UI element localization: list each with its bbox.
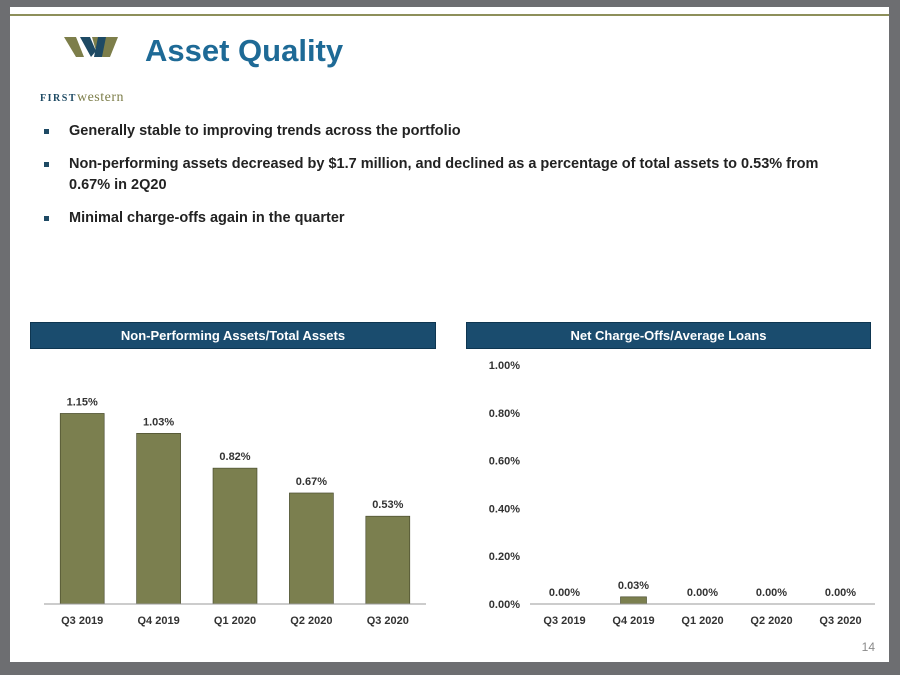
y-tick-label: 0.20% [489, 551, 520, 563]
bar [620, 596, 647, 605]
x-tick-label: Q1 2020 [681, 615, 723, 627]
w-logo-icon [64, 37, 118, 57]
nco-chart-header: Net Charge-Offs/Average Loans [466, 322, 871, 349]
logo-wordmark: FIRSTwestern [40, 90, 124, 105]
bullet-square-icon [44, 216, 49, 221]
data-label: 0.00% [825, 587, 856, 599]
bar [365, 515, 411, 605]
bullet-square-icon [44, 129, 49, 134]
x-tick-label: Q2 2020 [750, 615, 792, 627]
data-label: 0.53% [372, 499, 403, 511]
data-label: 0.67% [296, 476, 327, 488]
x-tick-label: Q4 2019 [612, 615, 654, 627]
company-logo: FIRSTwestern [24, 35, 134, 105]
y-tick-label: 0.40% [489, 503, 520, 515]
bar [59, 413, 105, 605]
page-title: Asset Quality [145, 33, 344, 68]
x-tick-label: Q3 2019 [543, 615, 585, 627]
data-label: 0.00% [687, 587, 718, 599]
bullet-list: Generally stable to improving trends acr… [42, 121, 862, 241]
npa-chart-header: Non-Performing Assets/Total Assets [30, 322, 436, 349]
nco-chart-svg: 0.00% 0.20% 0.40% 0.60% 0.80% 1.00% 0.00% Q3 20… [489, 360, 875, 627]
top-divider [10, 14, 889, 16]
x-tick-label: Q4 2019 [137, 615, 179, 627]
bullet-item: Non-performing assets decreased by $1.7 … [42, 154, 862, 196]
data-label: 1.03% [143, 416, 174, 428]
x-tick-label: Q1 2020 [214, 615, 256, 627]
data-label: 0.03% [618, 580, 649, 592]
y-tick-label: 0.00% [489, 599, 520, 611]
bar [136, 433, 181, 605]
x-tick-label: Q2 2020 [290, 615, 332, 627]
data-label: 1.15% [67, 396, 98, 408]
npa-chart-svg: 1.15% Q3 2019 1.03% Q4 2019 0.82% Q1 2020 0.67… [44, 396, 426, 627]
data-label: 0.00% [756, 587, 787, 599]
x-tick-label: Q3 2020 [819, 615, 861, 627]
y-tick-label: 0.60% [489, 456, 520, 468]
y-tick-label: 1.00% [489, 360, 520, 372]
bullet-item: Generally stable to improving trends acr… [42, 121, 862, 142]
slide: FIRSTwestern Asset Quality Generally sta… [10, 7, 889, 662]
data-label: 0.82% [219, 451, 250, 463]
x-tick-label: Q3 2019 [61, 615, 103, 627]
y-tick-label: 0.80% [489, 408, 520, 420]
bar [289, 492, 334, 605]
page-number: 14 [861, 640, 875, 654]
bar [212, 467, 258, 605]
bullet-item: Minimal charge-offs again in the quarter [42, 208, 862, 229]
npa-chart: 1.15% Q3 2019 1.03% Q4 2019 0.82% Q1 2020 0.67… [30, 352, 436, 632]
data-label: 0.00% [549, 587, 580, 599]
nco-chart: 0.00% 0.20% 0.40% 0.60% 0.80% 1.00% 0.00% Q3 20… [450, 352, 875, 632]
x-tick-label: Q3 2020 [367, 615, 409, 627]
bullet-square-icon [44, 162, 49, 167]
